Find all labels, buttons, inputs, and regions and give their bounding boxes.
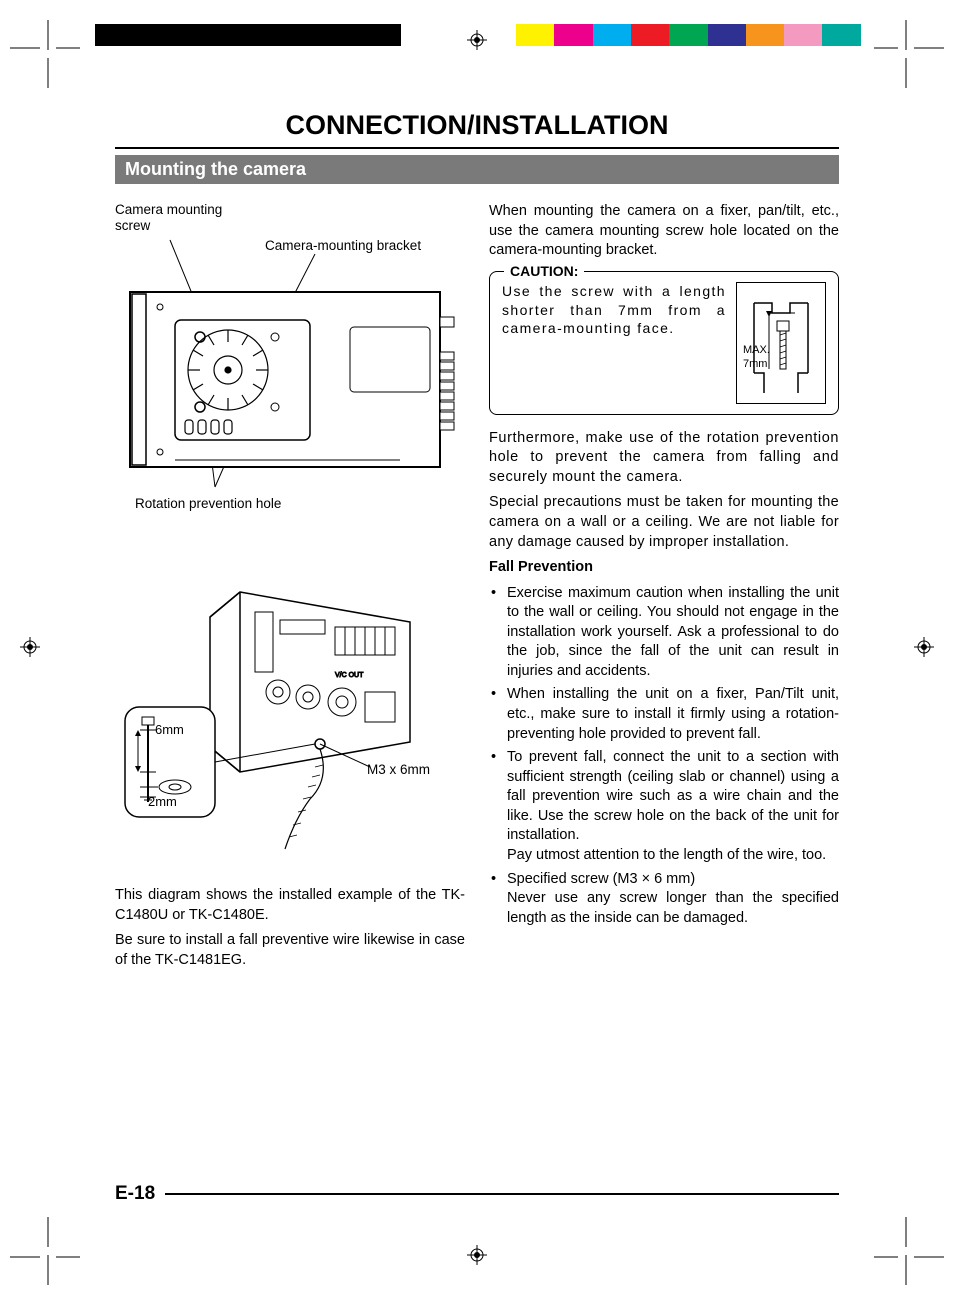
- registration-mark-icon: [20, 637, 40, 657]
- svg-text:V/C OUT: V/C OUT: [335, 672, 364, 679]
- subheading: Fall Prevention: [489, 558, 839, 578]
- diagram-label: Camera-mounting bracket: [265, 238, 421, 254]
- body-text: Special precautions must be taken for mo…: [489, 493, 839, 552]
- body-text: When mounting the camera on a fixer, pan…: [489, 202, 839, 261]
- body-text: Be sure to install a fall preventive wir…: [115, 931, 465, 970]
- diagram-label: Rotation prevention hole: [135, 496, 281, 512]
- camera-rear-svg: V/C OUT: [120, 572, 460, 862]
- camera-top-diagram: Camera mounting screw Camera-mounting br…: [115, 202, 465, 512]
- printer-color-bar: [95, 24, 899, 46]
- footer-rule: [165, 1193, 839, 1195]
- caution-text: Use the screw with a length shorter than…: [502, 282, 726, 404]
- left-column: Camera mounting screw Camera-mounting br…: [115, 202, 465, 976]
- crop-mark-icon: [874, 20, 944, 90]
- caution-title: CAUTION:: [504, 262, 584, 281]
- diagram-label: 6mm: [155, 722, 184, 738]
- page-number: E-18: [115, 1183, 155, 1205]
- caution-box: CAUTION: Use the screw with a length sho…: [489, 271, 839, 415]
- screw-length-icon: MAX.7mm: [736, 282, 826, 404]
- max-label: MAX.7mm: [743, 344, 770, 370]
- body-text: This diagram shows the installed example…: [115, 886, 465, 925]
- list-item: Exercise maximum caution when installing…: [489, 584, 839, 682]
- body-text: Furthermore, make use of the rotation pr…: [489, 429, 839, 488]
- registration-mark-icon: [467, 1245, 487, 1265]
- diagram-label: Camera mounting screw: [115, 202, 235, 234]
- right-column: When mounting the camera on a fixer, pan…: [489, 202, 839, 976]
- list-item: Specified screw (M3 × 6 mm) Never use an…: [489, 870, 839, 929]
- list-item: When installing the unit on a fixer, Pan…: [489, 685, 839, 744]
- diagram-label: M3 x 6mm: [367, 762, 430, 778]
- crop-mark-icon: [10, 20, 80, 90]
- crop-mark-icon: [874, 1215, 944, 1285]
- page-footer: E-18: [115, 1183, 839, 1205]
- section-heading: Mounting the camera: [115, 155, 839, 184]
- camera-rear-diagram: V/C OUT: [115, 572, 465, 872]
- crop-mark-icon: [10, 1215, 80, 1285]
- bullet-list: Exercise maximum caution when installing…: [489, 584, 839, 929]
- registration-mark-icon: [467, 30, 487, 50]
- page-title: CONNECTION/INSTALLATION: [115, 110, 839, 149]
- registration-mark-icon: [914, 637, 934, 657]
- list-item: To prevent fall, connect the unit to a s…: [489, 748, 839, 865]
- diagram-label: 2mm: [148, 794, 177, 810]
